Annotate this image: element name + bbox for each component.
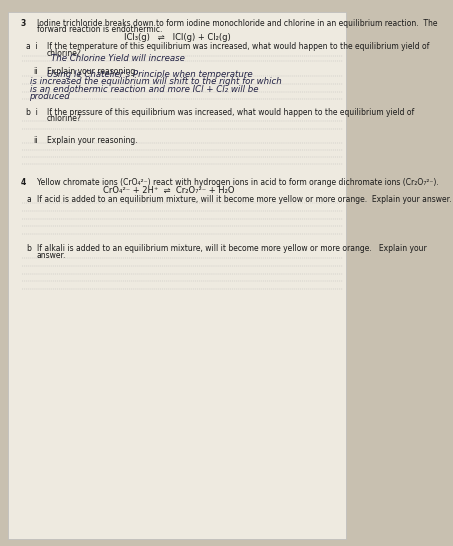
- Text: is an endothermic reaction and more ICl + Cl₂ will be: is an endothermic reaction and more ICl …: [29, 85, 258, 93]
- Text: Using le Chatelier's Principle when temperature: Using le Chatelier's Principle when temp…: [47, 70, 253, 79]
- Text: If acid is added to an equilibrium mixture, will it become more yellow or more o: If acid is added to an equilibrium mixtu…: [37, 195, 451, 204]
- Text: b: b: [26, 244, 31, 253]
- Text: chlorine?: chlorine?: [47, 49, 82, 58]
- Text: chlorine?: chlorine?: [47, 114, 82, 123]
- Text: Explain your reasoning.: Explain your reasoning.: [47, 136, 138, 145]
- Text: ii: ii: [33, 67, 38, 76]
- Text: a  i: a i: [26, 42, 38, 51]
- Text: produced: produced: [29, 92, 70, 101]
- Text: The Chlorine Yield will increase: The Chlorine Yield will increase: [51, 54, 184, 63]
- Text: ii: ii: [33, 136, 38, 145]
- Text: CrO₄²⁻ + 2H⁺  ⇌  Cr₂O₇²⁻ + H₂O: CrO₄²⁻ + 2H⁺ ⇌ Cr₂O₇²⁻ + H₂O: [103, 186, 235, 195]
- Text: If the temperature of this equilibrium was increased, what would happen to the e: If the temperature of this equilibrium w…: [47, 42, 429, 51]
- Text: ICl₃(g)   ⇌   ICl(g) + Cl₂(g): ICl₃(g) ⇌ ICl(g) + Cl₂(g): [125, 33, 231, 42]
- Text: Yellow chromate ions (CrO₄²⁻) react with hydrogen ions in acid to form orange di: Yellow chromate ions (CrO₄²⁻) react with…: [37, 178, 439, 187]
- Text: forward reaction is endothermic.: forward reaction is endothermic.: [37, 25, 162, 34]
- Text: If alkali is added to an equilibrium mixture, will it become more yellow or more: If alkali is added to an equilibrium mix…: [37, 244, 426, 253]
- FancyBboxPatch shape: [9, 12, 346, 539]
- Text: Iodine trichloride breaks down to form iodine monochloride and chlorine in an eq: Iodine trichloride breaks down to form i…: [37, 19, 437, 28]
- Text: If the pressure of this equilibrium was increased, what would happen to the equi: If the pressure of this equilibrium was …: [47, 108, 414, 117]
- Text: is increased the equilibrium will shift to the right for which: is increased the equilibrium will shift …: [29, 77, 281, 86]
- Text: answer.: answer.: [37, 251, 66, 260]
- Text: 4: 4: [21, 178, 26, 187]
- Text: Explain your reasoning.: Explain your reasoning.: [47, 67, 138, 76]
- Text: a: a: [26, 195, 31, 204]
- Text: 3: 3: [21, 19, 26, 28]
- Text: b  i: b i: [26, 108, 38, 117]
